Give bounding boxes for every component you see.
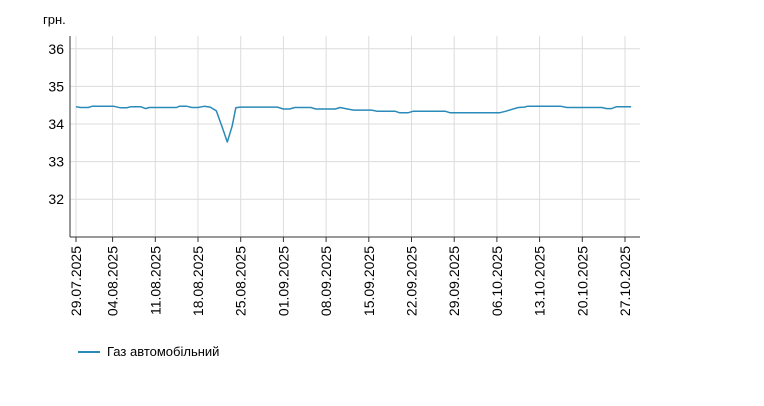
y-tick-label: 35 — [48, 78, 64, 94]
legend-label: Газ автомобільний — [107, 344, 220, 359]
x-tick-label: 29.07.2025 — [68, 246, 84, 316]
series-line — [75, 105, 632, 143]
x-tick-label: 06.10.2025 — [489, 246, 505, 316]
y-tick-label: 34 — [48, 116, 64, 132]
x-tick-labels: 29.07.2025 04.08.2025 11.08.2025 18.08.2025… — [68, 246, 633, 316]
axes — [69, 36, 640, 242]
x-tick-label: 11.08.2025 — [147, 246, 163, 315]
x-tick-label: 22.09.2025 — [404, 246, 420, 316]
x-tick-label: 08.09.2025 — [318, 246, 334, 316]
x-tick-label: 27.10.2025 — [617, 246, 633, 316]
x-tick-label: 25.08.2025 — [233, 246, 249, 316]
x-tick-label: 15.09.2025 — [361, 246, 377, 316]
y-tick-labels: 32 33 34 35 36 — [48, 41, 64, 207]
y-tick-label: 36 — [48, 41, 64, 57]
legend-swatch — [78, 350, 100, 353]
x-tick-label: 20.10.2025 — [574, 246, 590, 316]
x-tick-label: 13.10.2025 — [532, 246, 548, 316]
y-tick-label: 33 — [48, 154, 64, 170]
x-tick-label: 29.09.2025 — [446, 246, 462, 316]
x-tick-label: 04.08.2025 — [105, 246, 121, 316]
grid-lines — [70, 36, 640, 237]
x-tick-label: 18.08.2025 — [190, 246, 206, 316]
legend: Газ автомобільний — [78, 344, 219, 359]
series — [75, 105, 632, 143]
y-tick-label: 32 — [48, 191, 64, 207]
x-tick-label: 01.09.2025 — [275, 246, 291, 316]
y-unit-label: грн. — [43, 12, 66, 27]
